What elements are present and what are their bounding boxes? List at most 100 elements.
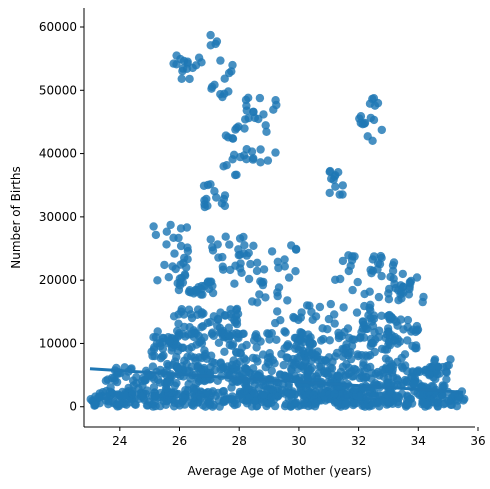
scatter-point [312, 372, 320, 380]
scatter-point [219, 162, 227, 170]
scatter-point [201, 203, 209, 211]
scatter-point [256, 145, 264, 153]
scatter-point [113, 402, 121, 410]
x-ticks: 24 26 28 30 32 34 36 [112, 427, 485, 448]
scatter-point [350, 365, 358, 373]
scatter-point [149, 333, 157, 341]
scatter-point [229, 340, 237, 348]
y-tick-label: 50000 [39, 83, 77, 97]
scatter-point [330, 310, 338, 318]
scatter-point [285, 273, 293, 281]
scatter-point [150, 343, 158, 351]
y-axis-label: Number of Births [9, 166, 23, 268]
scatter-point [401, 376, 409, 384]
scatter-point [159, 345, 167, 353]
scatter-point [276, 316, 284, 324]
scatter-point [256, 158, 264, 166]
scatter-point [250, 390, 258, 398]
scatter-point [271, 148, 279, 156]
scatter-point [230, 280, 238, 288]
scatter-point [185, 75, 193, 83]
scatter-point [233, 400, 241, 408]
scatter-point [392, 392, 400, 400]
scatter-point [378, 126, 386, 134]
scatter-point [341, 393, 349, 401]
scatter-point [304, 373, 312, 381]
scatter-point [326, 168, 334, 176]
scatter-point [245, 275, 253, 283]
scatter-point [360, 120, 368, 128]
scatter-point [327, 300, 335, 308]
x-tick-label: 26 [172, 434, 187, 448]
scatter-point [90, 402, 98, 410]
scatter-point [163, 360, 171, 368]
scatter-point [240, 354, 248, 362]
scatter-point [216, 365, 224, 373]
scatter-point [178, 75, 186, 83]
scatter-point [292, 398, 300, 406]
scatter-point [385, 285, 393, 293]
scatter-point [265, 330, 273, 338]
scatter-point [281, 328, 289, 336]
scatter-point [291, 267, 299, 275]
scatter-point [113, 378, 121, 386]
scatter-point [249, 155, 257, 163]
x-tick-label: 36 [470, 434, 485, 448]
scatter-point [216, 308, 224, 316]
scatter-point [242, 369, 250, 377]
scatter-point [169, 234, 177, 242]
scatter-point [377, 254, 385, 262]
scatter-point [231, 319, 239, 327]
scatter-point [210, 187, 218, 195]
scatter-point [221, 75, 229, 83]
scatter-point [181, 270, 189, 278]
scatter-point [210, 81, 218, 89]
scatter-point [297, 313, 305, 321]
scatter-point [172, 60, 180, 68]
scatter-point [285, 342, 293, 350]
scatter-point [206, 31, 214, 39]
scatter-point [220, 396, 228, 404]
scatter-point [394, 296, 402, 304]
scatter-point [116, 391, 124, 399]
scatter-point [160, 261, 168, 269]
scatter-point [207, 278, 215, 286]
scatter-point [404, 393, 412, 401]
scatter-point [254, 115, 262, 123]
scatter-point [357, 328, 365, 336]
scatter-point [220, 348, 228, 356]
scatter-point [266, 353, 274, 361]
scatter-point [162, 240, 170, 248]
scatter-point [339, 181, 347, 189]
scatter-point [272, 336, 280, 344]
scatter-point [375, 293, 383, 301]
scatter-point [297, 329, 305, 337]
scatter-point [316, 303, 324, 311]
scatter-point [208, 243, 216, 251]
scatter-point [183, 223, 191, 231]
scatter-point [384, 391, 392, 399]
scatter-point [180, 57, 188, 65]
scatter-point [312, 312, 320, 320]
scatter-point [280, 361, 288, 369]
scatter-point [388, 369, 396, 377]
scatter-point [138, 377, 146, 385]
scatter-point [228, 361, 236, 369]
scatter-point [148, 392, 156, 400]
scatter-point [329, 176, 337, 184]
x-tick-label: 34 [411, 434, 426, 448]
scatter-point [284, 383, 292, 391]
scatter-point [384, 312, 392, 320]
y-ticks: 0100002000030000400005000060000 [39, 20, 84, 414]
scatter-point [237, 269, 245, 277]
scatter-point [189, 326, 197, 334]
scatter-point [210, 332, 218, 340]
scatter-point [152, 231, 160, 239]
scatter-point [248, 147, 256, 155]
scatter-point [206, 318, 214, 326]
scatter-point [173, 364, 181, 372]
y-tick-label: 40000 [39, 147, 77, 161]
scatter-point [353, 308, 361, 316]
scatter-point [249, 242, 257, 250]
scatter-point [339, 363, 347, 371]
